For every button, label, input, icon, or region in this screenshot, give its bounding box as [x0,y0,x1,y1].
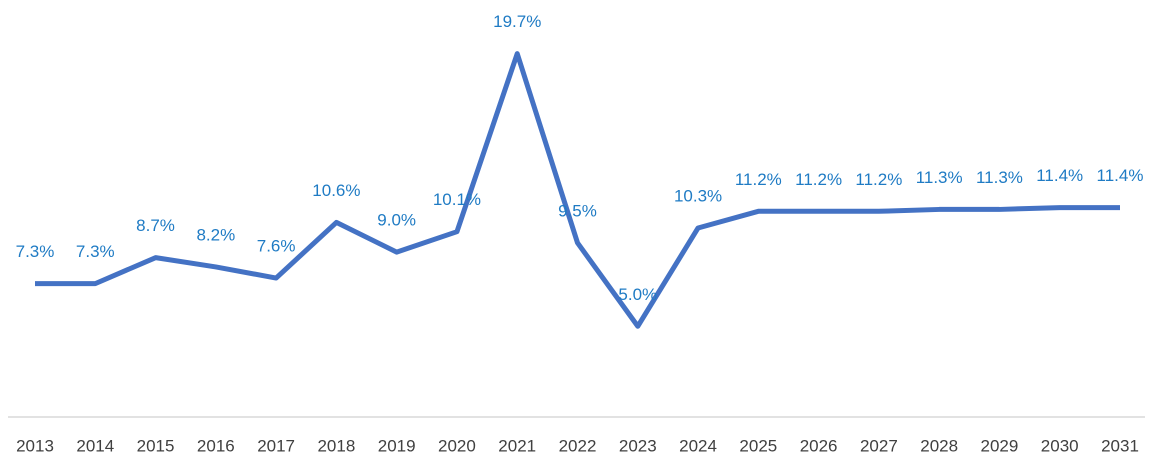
data-label: 11.2% [795,170,842,189]
x-tick-label: 2027 [860,436,898,455]
data-label: 10.1% [433,190,481,209]
x-tick-label: 2021 [498,436,536,455]
data-label: 19.7% [493,12,541,31]
data-label: 8.7% [136,216,175,235]
data-label: 5.0% [618,285,657,304]
data-label: 9.0% [377,211,416,230]
x-tick-label: 2017 [257,436,295,455]
x-tick-label: 2024 [679,436,717,455]
x-tick-label: 2015 [137,436,175,455]
data-label: 11.3% [976,168,1023,187]
x-tick-label: 2014 [76,436,114,455]
x-tick-label: 2019 [378,436,416,455]
x-tick-label: 2030 [1041,436,1079,455]
data-label: 7.3% [76,242,115,261]
x-tick-label: 2031 [1101,436,1139,455]
x-tick-label: 2016 [197,436,235,455]
data-line [35,51,1120,329]
x-tick-label: 2020 [438,436,476,455]
x-tick-label: 2028 [920,436,958,455]
data-label: 11.3% [916,168,963,187]
x-tick-label: 2023 [619,436,657,455]
x-tick-label: 2025 [739,436,777,455]
x-tick-label: 2026 [800,436,838,455]
data-label: 11.2% [735,170,782,189]
data-label: 10.6% [312,181,360,200]
x-tick-label: 2013 [16,436,54,455]
x-tick-label: 2018 [317,436,355,455]
x-tick-label: 2022 [559,436,597,455]
data-label: 11.2% [855,170,902,189]
data-label: 11.4% [1097,166,1144,185]
x-tick-label: 2029 [981,436,1019,455]
data-label: 10.3% [674,186,722,205]
data-label: 7.3% [16,242,55,261]
data-label: 9.5% [558,201,597,220]
data-label: 8.2% [196,225,235,244]
data-label: 7.6% [257,237,296,256]
data-label: 11.4% [1036,166,1083,185]
